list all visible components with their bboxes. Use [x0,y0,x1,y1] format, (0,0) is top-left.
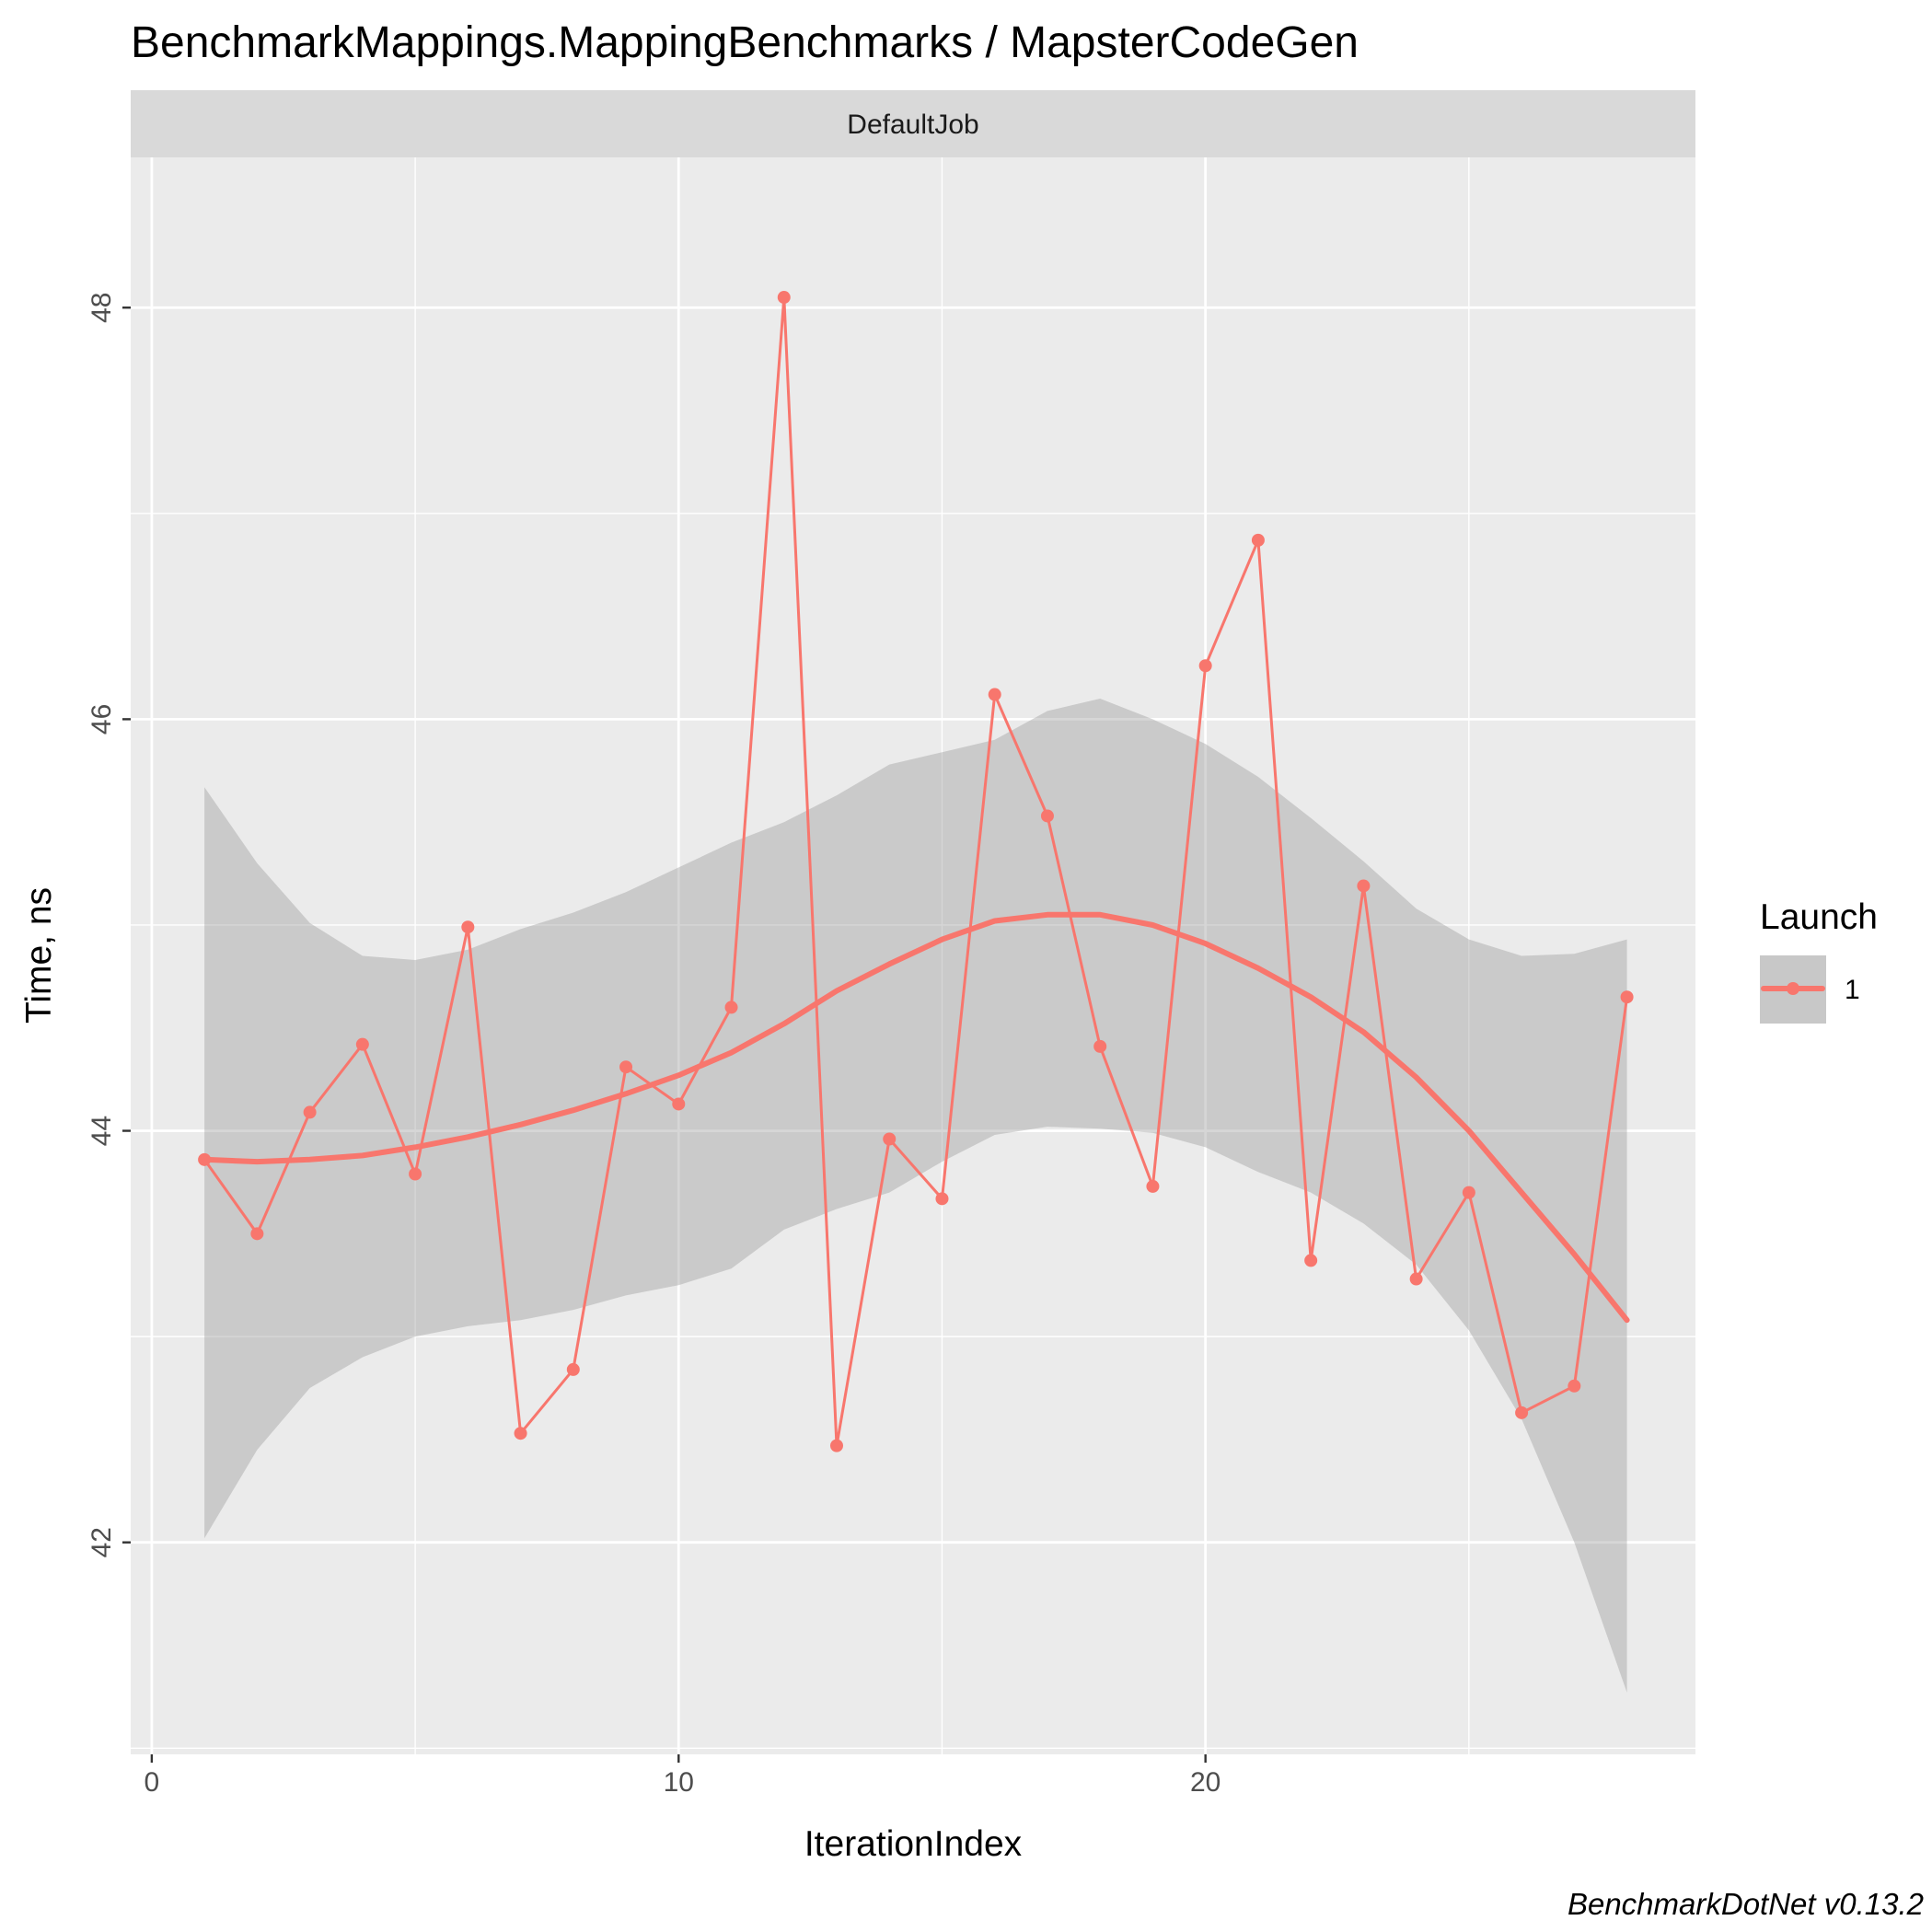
data-point [1620,990,1634,1004]
chart-title: BenchmarkMappings.MappingBenchmarks / Ma… [131,18,1359,67]
data-point [777,291,791,305]
data-point [566,1362,580,1376]
data-point [672,1097,686,1111]
y-tick-label: 46 [87,704,117,735]
y-tick-label: 44 [87,1116,117,1146]
data-point [1409,1272,1423,1286]
data-point [619,1060,633,1074]
legend-entry-label: 1 [1845,975,1860,1005]
grid-major [131,157,1695,1754]
data-point [1568,1379,1581,1393]
confidence-band [204,699,1627,1693]
x-tick-label: 10 [664,1767,694,1798]
y-axis-title: Time, ns [19,887,59,1024]
series-line [202,296,1629,1446]
data-point [830,1439,844,1452]
data-point [355,1037,369,1051]
data-point [1357,879,1371,893]
data-point [883,1132,897,1146]
confidence-band-area [204,699,1627,1693]
caption: BenchmarkDotNet v0.13.2 [1568,1887,1924,1921]
data-point [1198,659,1212,673]
data-point [1040,809,1054,823]
data-point [250,1227,264,1241]
smooth-layer [202,911,1630,1324]
data-point [1251,533,1265,547]
data-point [1515,1406,1529,1419]
data-point [514,1427,527,1440]
data-point [303,1105,317,1119]
smooth-trend-line [202,911,1630,1324]
legend-title: Launch [1760,897,1878,937]
data-point [461,920,475,934]
y-tick-label: 42 [87,1527,117,1557]
data-point [1304,1254,1318,1267]
data-point [1093,1039,1107,1053]
data-point [1146,1179,1160,1193]
y-tick-label: 48 [87,293,117,323]
series-layer [198,291,1634,1452]
data-point [724,1001,738,1014]
facet-strip-label: DefaultJob [847,110,978,140]
data-point [409,1167,422,1181]
data-point [935,1192,949,1206]
facet-strip [131,90,1695,157]
x-axis-title: IterationIndex [804,1824,1023,1864]
data-point [1462,1186,1475,1199]
axes: 0 10 20 42 44 46 48 [87,293,1221,1798]
x-tick-label: 0 [145,1767,160,1798]
data-point [988,688,1001,701]
x-tick-label: 20 [1190,1767,1221,1798]
legend-key-point [1787,982,1799,995]
grid-minor [131,157,1695,1754]
legend: Launch 1 [1760,897,1878,1024]
